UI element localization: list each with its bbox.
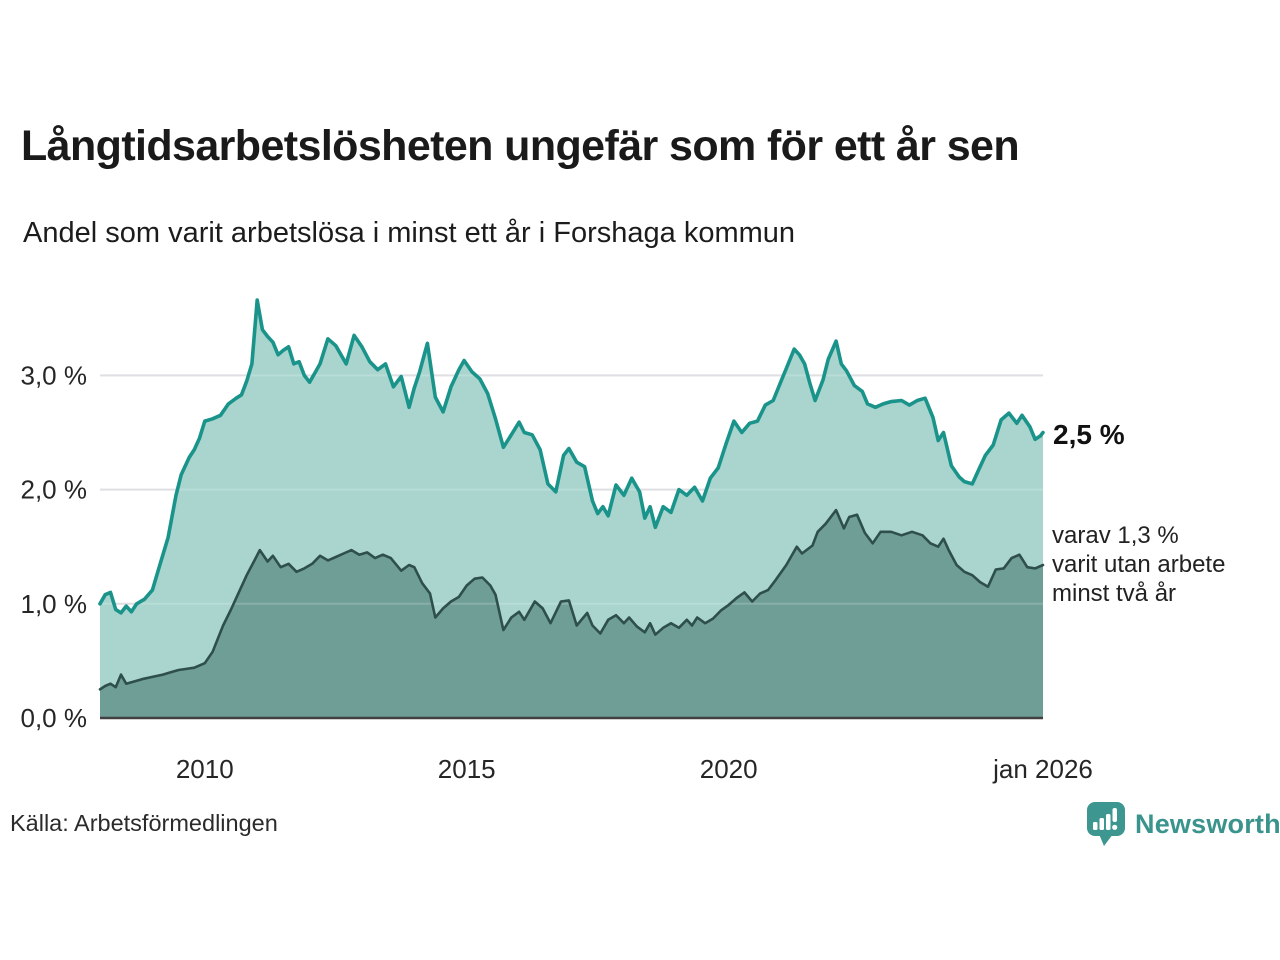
exclamation-icon (1112, 808, 1117, 822)
bar-icon-tall (1106, 814, 1111, 830)
source-note: Källa: Arbetsförmedlingen (10, 810, 278, 836)
newsworthy-logo-text: Newsworthy (1135, 808, 1280, 839)
y-axis-label: 1,0 % (21, 589, 88, 619)
area-very-long-term-two-years (100, 510, 1043, 718)
x-axis-label: 2015 (438, 754, 496, 784)
y-axis-label: 2,0 % (21, 475, 88, 505)
page-title: Långtidsarbetslösheten ungefär som för e… (21, 122, 1020, 170)
line-very-long-term-two-years (98, 508, 1045, 691)
bar-icon-small (1093, 822, 1098, 830)
bar-icon-medium (1099, 818, 1104, 830)
newsworthy-logo: Newsworthy (1086, 801, 1280, 847)
newsworthy-logo-icon (1087, 802, 1125, 846)
y-axis-label: 0,0 % (21, 703, 88, 733)
subseries-value-label: varav 1,3 % varit utan arbete minst två … (1052, 522, 1226, 607)
line-long-term-one-year (98, 298, 1045, 615)
x-axis-label: 2020 (700, 754, 758, 784)
x-axis-label: jan 2026 (992, 754, 1093, 784)
y-axis-label: 3,0 % (21, 360, 88, 390)
latest-value-label: 2,5 % (1053, 419, 1125, 450)
page-subtitle: Andel som varit arbetslösa i minst ett å… (23, 217, 796, 249)
x-axis-label: 2010 (176, 754, 234, 784)
